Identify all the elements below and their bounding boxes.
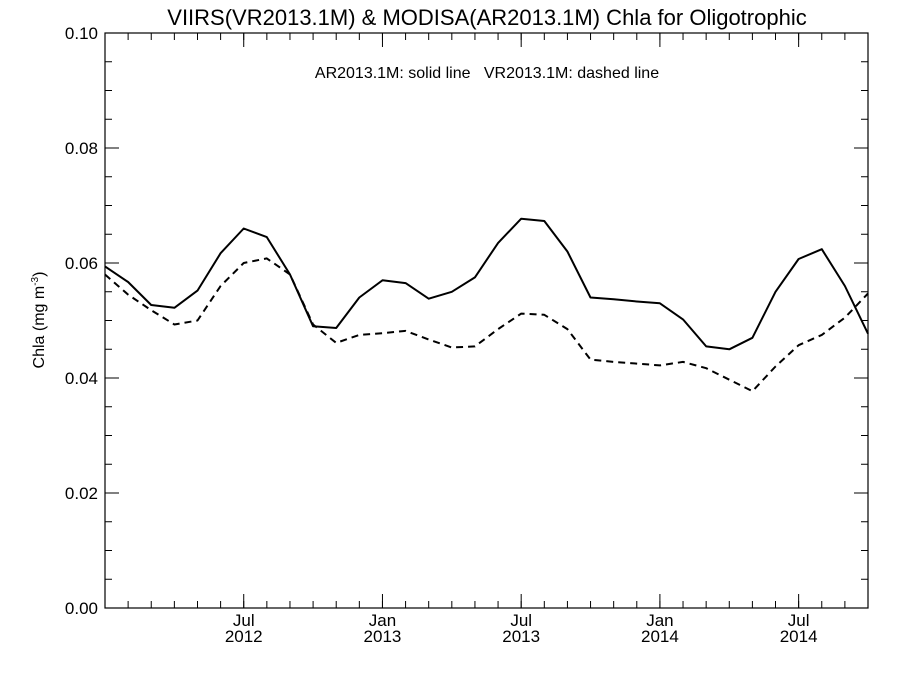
- x-tick-label-month: Jan: [369, 611, 396, 630]
- y-tick-label: 0.06: [65, 254, 98, 273]
- x-tick-label-month: Jul: [233, 611, 255, 630]
- x-tick-label-month: Jan: [646, 611, 673, 630]
- axes: [104, 32, 869, 609]
- y-axis-label-close: ): [31, 272, 48, 277]
- y-axis-label: Chla (mg m-3): [30, 272, 48, 369]
- series-lines: [104, 217, 869, 393]
- x-tick-label-year: 2013: [364, 627, 402, 646]
- y-tick-label: 0.02: [65, 484, 98, 503]
- y-tick-label: 0.04: [65, 369, 98, 388]
- y-tick-label: 0.08: [65, 139, 98, 158]
- y-axis-ticks: 0.00 0.02 0.04 0.06 0.08 0.10: [65, 24, 868, 618]
- y-tick-label: 0.10: [65, 24, 98, 43]
- series-line-dashed: [104, 257, 869, 393]
- x-tick-label-year: 2012: [225, 627, 263, 646]
- x-tick-label-year: 2014: [780, 627, 818, 646]
- y-tick-label: 0.00: [65, 599, 98, 618]
- x-tick-label-year: 2014: [641, 627, 679, 646]
- plot-frame: [104, 32, 869, 609]
- y-axis-label-main: Chla (mg m: [31, 286, 48, 369]
- series-line-solid: [104, 217, 869, 351]
- x-tick-label-month: Jul: [510, 611, 532, 630]
- chart-title: VIIRS(VR2013.1M) & MODISA(AR2013.1M) Chl…: [167, 5, 806, 30]
- y-axis-label-superscript: -3: [30, 276, 41, 285]
- x-tick-label-month: Jul: [788, 611, 810, 630]
- legend-annotation: AR2013.1M: solid line VR2013.1M: dashed …: [315, 65, 659, 82]
- x-tick-label-year: 2013: [502, 627, 540, 646]
